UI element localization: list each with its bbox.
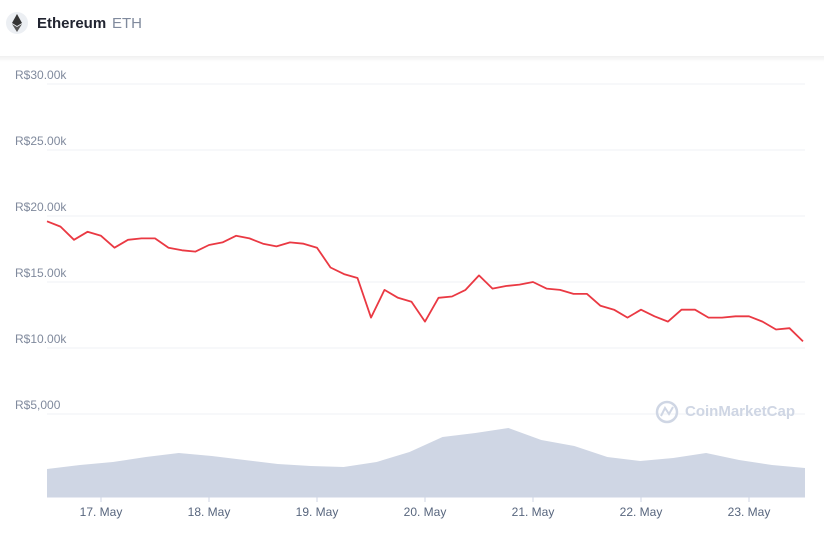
header-bar [0,0,824,56]
watermark-text: CoinMarketCap [685,403,795,420]
watermark-logo [655,400,679,424]
watermark: CoinMarketCap [655,400,795,424]
coin-symbol: ETH [112,15,142,32]
price-line [46,220,804,343]
x-tick-label: 19. May [296,505,339,519]
y-tick-label: R$10.00k [15,332,67,346]
watermark-logo-mark [660,406,674,417]
y-tick-label: R$15.00k [15,266,67,280]
y-tick-label: R$25.00k [15,134,67,148]
header-shadow [0,56,824,62]
y-tick-label: R$5,000 [15,398,61,412]
y-tick-label: R$30.00k [15,68,67,82]
x-tick-label: 18. May [188,505,231,519]
x-tick-label: 21. May [512,505,555,519]
x-tick-label: 20. May [404,505,447,519]
plot: R$5,000 R$10.00k R$15.00k R$20.00k R$25.00k R… [15,68,805,519]
x-tick-label: 22. May [620,505,663,519]
x-tick-label: 23. May [728,505,771,519]
y-tick-label: R$20.00k [15,200,67,214]
volume-area [47,428,805,497]
coin-name: Ethereum [37,15,106,32]
x-tick-label: 17. May [80,505,123,519]
eth-icon [6,12,28,34]
